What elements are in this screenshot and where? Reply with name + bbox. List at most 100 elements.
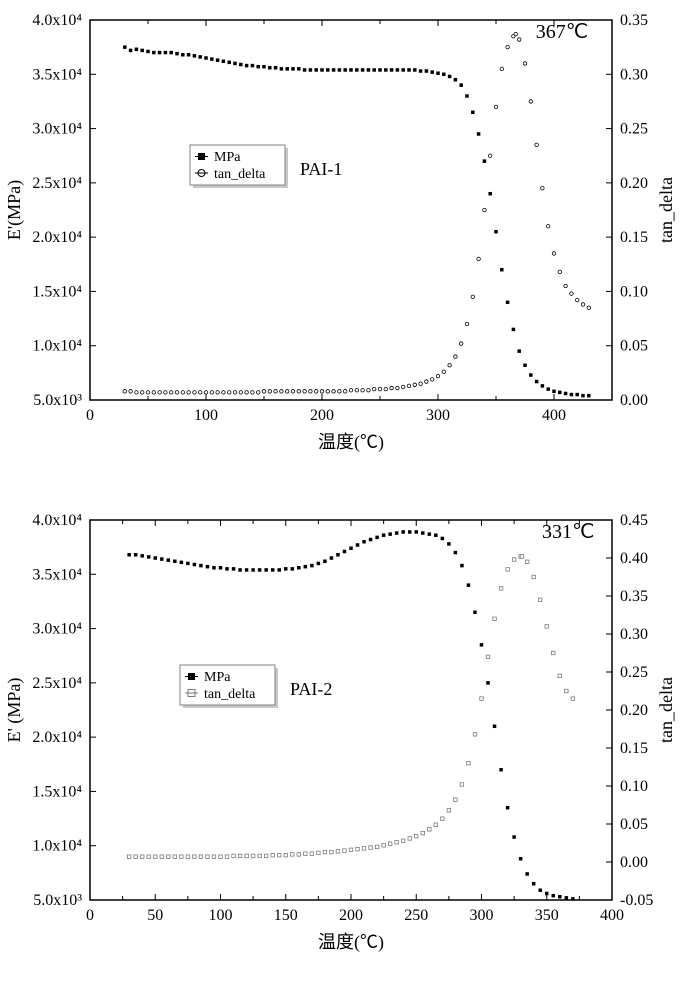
ytick-right-label: 0.30 (620, 626, 648, 643)
mpa-point (488, 192, 492, 196)
mpa-point (164, 51, 168, 55)
tan-point (355, 388, 359, 392)
mpa-point (421, 531, 425, 535)
mpa-point (349, 546, 353, 550)
mpa-point (401, 530, 405, 534)
tan-point (494, 105, 498, 109)
mpa-point (493, 725, 497, 729)
mpa-point (198, 55, 202, 59)
tan-point (323, 850, 327, 854)
ytick-right-label: 0.25 (620, 664, 648, 681)
tan-point (303, 390, 307, 394)
xtick-label: 50 (147, 907, 163, 924)
mpa-point (541, 384, 545, 388)
mpa-point (430, 70, 434, 74)
mpa-point (538, 888, 542, 892)
mpa-point (323, 560, 327, 564)
tan-point (167, 855, 171, 859)
tan-point (401, 385, 405, 389)
mpa-point (570, 393, 574, 397)
tan-point (520, 555, 524, 559)
tan-point (535, 143, 539, 147)
tan-point (408, 837, 412, 841)
mpa-point (297, 566, 301, 570)
tan-point (419, 382, 423, 386)
sample-label: PAI-2 (290, 679, 332, 699)
tan-point (152, 391, 156, 395)
mpa-point (129, 49, 133, 53)
mpa-point (471, 111, 475, 115)
mpa-point (309, 68, 313, 72)
tan-point (361, 388, 365, 392)
mpa-point (175, 52, 179, 56)
tan-point (525, 560, 529, 564)
mpa-point (428, 532, 432, 536)
tan-point (517, 38, 521, 42)
tan-point (541, 187, 545, 191)
tan-point (140, 391, 144, 395)
mpa-point (415, 530, 419, 534)
mpa-point (154, 556, 158, 560)
tan-point (204, 391, 208, 395)
mpa-point (140, 554, 144, 558)
tan-point (227, 391, 231, 395)
mpa-point (454, 551, 458, 555)
mpa-point (262, 65, 266, 69)
mpa-point (372, 68, 376, 72)
mpa-point (285, 67, 289, 71)
tan-point (425, 380, 429, 384)
ytick-right-label: 0.15 (620, 229, 648, 246)
mpa-point (517, 349, 521, 353)
tan-point (258, 854, 262, 858)
tan-point (430, 378, 434, 382)
tan-point (565, 689, 569, 693)
mpa-point (193, 54, 197, 58)
tan-point (186, 855, 190, 859)
mpa-point (506, 301, 510, 305)
mpa-point (552, 894, 556, 898)
tan-point (523, 62, 527, 66)
mpa-point (186, 562, 190, 566)
tan-point (271, 853, 275, 857)
ytick-right-label: 0.25 (620, 121, 648, 138)
mpa-point (256, 65, 260, 69)
mpa-point (140, 49, 144, 53)
ytick-left-label: 2.0x10⁴ (32, 229, 82, 246)
tan-point (415, 834, 419, 838)
mpa-point (291, 67, 295, 71)
peak-label: 331℃ (542, 521, 594, 543)
mpa-point (483, 159, 487, 163)
ylabel-left: E'(MPa) (4, 180, 25, 240)
tan-point (372, 387, 376, 391)
mpa-point (233, 62, 237, 66)
mpa-point (519, 857, 523, 861)
tan-point (330, 850, 334, 854)
mpa-point (448, 75, 452, 79)
legend-label-tan: tan_delta (214, 167, 266, 182)
ytick-right-label: 0.15 (620, 740, 648, 757)
mpa-point (158, 51, 162, 55)
mpa-point (326, 68, 330, 72)
xtick-label: 200 (310, 407, 334, 424)
mpa-point (349, 68, 353, 72)
mpa-point (447, 542, 451, 546)
mpa-point (356, 543, 360, 547)
tan-point (532, 575, 536, 579)
mpa-point (320, 68, 324, 72)
mpa-point (571, 897, 575, 901)
tan-point (367, 388, 371, 392)
ytick-right-label: 0.00 (620, 392, 648, 409)
tan-point (146, 391, 150, 395)
mpa-point (181, 53, 185, 57)
tan-point (384, 387, 388, 391)
mpa-point (388, 532, 392, 536)
mpa-point (239, 63, 243, 66)
ytick-left-label: 1.0x10⁴ (32, 338, 82, 355)
mpa-point (564, 392, 568, 396)
tan-point (558, 270, 562, 274)
ytick-left-label: 2.5x10⁴ (32, 675, 82, 692)
tan-point (336, 850, 340, 854)
xtick-label: 100 (209, 907, 233, 924)
mpa-point (382, 533, 386, 537)
xtick-label: 150 (274, 907, 298, 924)
